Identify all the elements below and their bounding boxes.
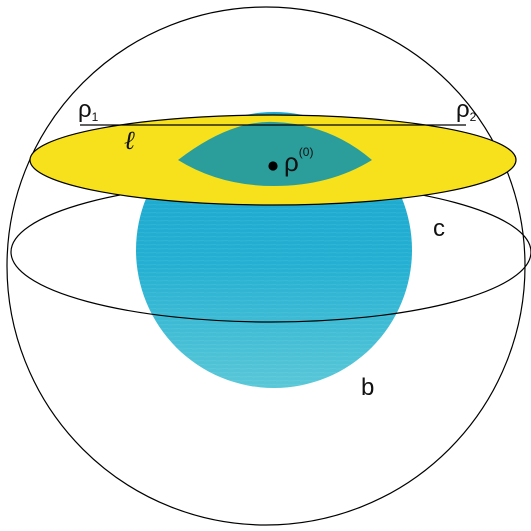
label-c: c bbox=[433, 215, 445, 242]
label-b: b bbox=[361, 374, 374, 401]
label-rho1: ρ1 bbox=[78, 96, 99, 124]
outer-sphere bbox=[6, 6, 526, 526]
point-rho0 bbox=[268, 161, 278, 171]
label-rho2: ρ2 bbox=[456, 96, 477, 124]
label-ell: ℓ bbox=[124, 126, 135, 155]
lens-region bbox=[178, 121, 372, 186]
label-rho0: ρ(0) bbox=[284, 145, 313, 177]
